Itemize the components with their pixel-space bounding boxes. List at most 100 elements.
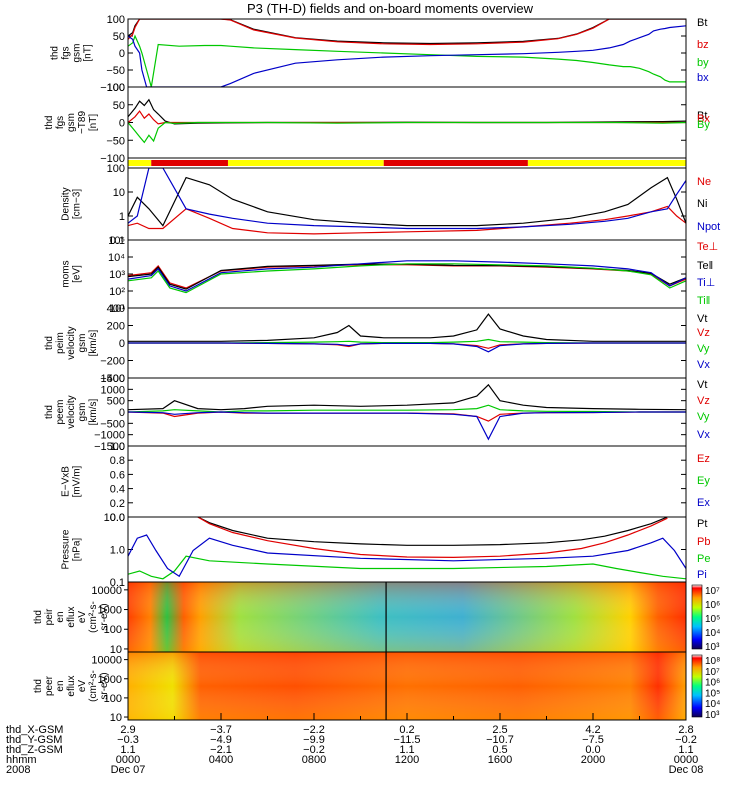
- y-axis-label: thd: [44, 405, 55, 419]
- legend-Te⊥: Te⊥: [697, 241, 718, 253]
- y-axis-label: eV: [77, 680, 88, 693]
- y-tick-label: 100: [104, 624, 122, 636]
- x-axis-value: −2.2: [303, 724, 325, 736]
- y-axis-label: Density: [61, 187, 72, 220]
- series-Te⊥: [128, 264, 686, 289]
- y-tick-label: 10: [113, 187, 125, 199]
- y-tick-label: −100: [100, 153, 125, 165]
- x-axis-value: −2.1: [210, 744, 232, 756]
- y-axis-label: thd: [33, 610, 44, 624]
- legend-bx: bx: [697, 72, 709, 84]
- colorbar: [691, 584, 703, 650]
- y-axis-label: [nT]: [83, 44, 94, 61]
- mode-segment: [383, 160, 528, 166]
- y-axis-label: moms: [61, 260, 72, 287]
- x-axis-value: 1200: [395, 754, 419, 766]
- colorbar: [691, 654, 703, 718]
- x-axis-value: 0800: [302, 754, 326, 766]
- legend-Ez: Ez: [697, 453, 710, 465]
- x-axis-value: 4.2: [585, 724, 600, 736]
- y-tick-label: −400: [100, 373, 125, 385]
- chart-title: P3 (TH-D) fields and on-board moments ov…: [247, 1, 534, 16]
- legend-Ex: Ex: [697, 497, 710, 509]
- series-Vy: [128, 404, 686, 413]
- x-axis-value: −11.5: [393, 734, 420, 746]
- mode-segment: [227, 160, 384, 166]
- legend-Pi: Pi: [697, 569, 707, 581]
- x-axis-row-label: thd_Z-GSM: [6, 744, 63, 756]
- y-tick-label: 0: [119, 118, 125, 130]
- colorbar-tick-label: 10³: [705, 710, 720, 721]
- legend-Ey: Ey: [697, 475, 710, 487]
- x-axis-row-label: thd_X-GSM: [6, 724, 63, 736]
- legend-Bx: Bx: [697, 113, 710, 125]
- y-axis-label: sr-eV): [99, 672, 110, 699]
- colorbar-tick-label: 10⁸: [705, 656, 720, 667]
- y-axis-label: E−VxB: [61, 466, 72, 497]
- mode-segment: [128, 160, 152, 166]
- y-tick-label: 1: [119, 211, 125, 223]
- y-axis-label: thd: [33, 679, 44, 693]
- y-axis-label: sr-eV): [99, 603, 110, 630]
- x-axis-row-label: hhmm: [6, 754, 37, 766]
- legend-Bt: Bt: [697, 110, 707, 122]
- series-By: [128, 121, 686, 144]
- y-tick-label: 50: [113, 31, 125, 43]
- y-axis-label: thd: [44, 336, 55, 350]
- series-group: [128, 313, 686, 353]
- x-axis-value: −10.7: [486, 734, 514, 746]
- series-group: [128, 19, 686, 87]
- y-tick-label: −500: [100, 418, 125, 430]
- y-tick-label: 10³: [109, 269, 125, 281]
- y-tick-label: 100: [107, 14, 125, 26]
- panel-10: thd peir en eflux eV (cm²-s-sr-eV) 10000 1000 10…: [33, 581, 720, 656]
- series-Vx: [128, 342, 686, 353]
- legend-Ti‖: Ti‖: [697, 295, 710, 307]
- colorbar-tick-label: 10⁵: [705, 688, 720, 699]
- legend-By: By: [697, 119, 710, 131]
- x-axis-value: −7.5: [582, 734, 604, 746]
- x-axis-value: 2.9: [120, 724, 135, 736]
- panel-frame: [127, 239, 687, 309]
- legend-Ni: Ni: [697, 198, 707, 210]
- x-axis-value: −3.7: [210, 724, 232, 736]
- legend-Pt: Pt: [697, 518, 707, 530]
- y-axis-label: thd: [44, 116, 55, 130]
- series-group: [128, 98, 686, 144]
- y-axis-label: [cm−3]: [72, 189, 83, 220]
- mode-segment: [527, 160, 686, 166]
- y-axis-label: [nPa]: [72, 538, 83, 562]
- legend-Vz: Vz: [697, 395, 710, 407]
- legend-Vz: Vz: [697, 327, 710, 339]
- colorbar-tick-label: 10⁶: [705, 600, 720, 611]
- y-axis-label: velocity: [66, 395, 77, 428]
- series-Te‖: [128, 263, 686, 290]
- y-tick-label: 10¹: [109, 303, 125, 315]
- panel-9: Pressure [nPa] 10.0 1.0 0.1 Pt Pb Pe Pi: [61, 512, 711, 589]
- x-axis-value: 0400: [209, 754, 233, 766]
- y-axis-label: gsm: [77, 334, 88, 353]
- x-axis-value: −0.3: [117, 734, 139, 746]
- y-axis-label: Pressure: [61, 529, 72, 569]
- y-tick-label: 10²: [109, 286, 125, 298]
- x-axis-value: 1600: [488, 754, 512, 766]
- y-tick-label: 10000: [91, 655, 122, 667]
- panel-3: [127, 157, 687, 169]
- y-tick-label: 400: [107, 303, 125, 315]
- colorbar-tick-label: 10³: [705, 642, 720, 653]
- colorbar-tick-label: 10⁷: [705, 586, 720, 597]
- series-Ti⊥: [128, 260, 686, 292]
- legend-Vy: Vy: [697, 411, 710, 423]
- series-bz: [128, 19, 686, 46]
- y-tick-label: −200: [100, 356, 125, 368]
- x-axis-value: 1.1: [399, 744, 414, 756]
- x-axis-table: thd_X-GSMthd_Y-GSMthd_Z-GSMhhmm20082.9−0…: [6, 713, 703, 776]
- panel-8: E−VxB [mV/m] 1.0 0.8 0.6 0.4 0.2 0.0 Ez Ey Ex: [61, 441, 711, 524]
- legend-Npot: Npot: [697, 221, 720, 233]
- x-axis-value: Dec 08: [669, 764, 704, 776]
- y-tick-label: −50: [106, 65, 125, 77]
- y-tick-label: 0.2: [110, 498, 125, 510]
- y-tick-label: 1000: [101, 384, 125, 396]
